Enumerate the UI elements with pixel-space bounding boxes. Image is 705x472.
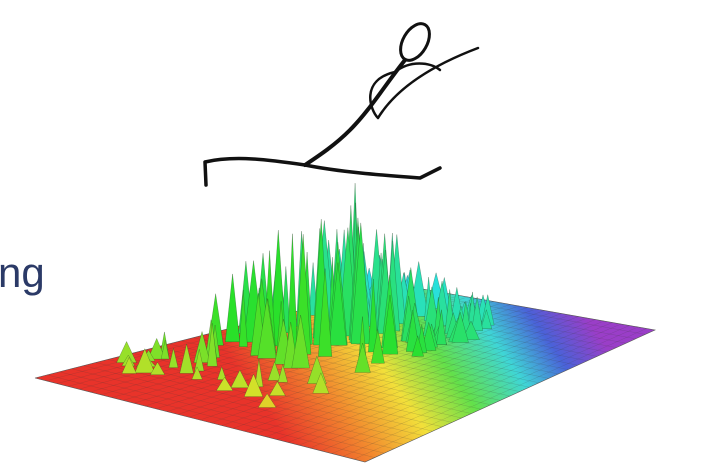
figure-body — [303, 58, 407, 167]
peak — [179, 343, 194, 374]
mesh-line — [59, 371, 385, 454]
peak — [471, 296, 484, 331]
peak — [215, 376, 234, 391]
peak — [238, 289, 248, 347]
figure-leg — [303, 163, 442, 180]
peak — [451, 311, 469, 343]
mesh-line — [298, 320, 605, 446]
peak — [191, 366, 203, 380]
peak — [194, 349, 205, 372]
peak — [254, 359, 264, 388]
mesh-line — [243, 313, 562, 432]
mesh-line — [71, 368, 395, 450]
peak — [480, 308, 493, 329]
peak — [354, 342, 371, 373]
peak — [462, 320, 480, 340]
stick-figure — [203, 22, 480, 187]
peak — [257, 298, 277, 359]
figure-arm — [369, 46, 480, 120]
peak — [257, 393, 277, 408]
peak — [243, 373, 264, 397]
mesh-line — [180, 340, 482, 410]
mesh-line — [320, 323, 622, 452]
mesh-line — [83, 365, 404, 445]
title-fragment: ng — [0, 249, 45, 296]
peak — [318, 268, 333, 357]
peak — [381, 294, 399, 355]
peak — [411, 334, 425, 357]
peak — [149, 361, 166, 375]
peak — [225, 273, 241, 343]
peak — [312, 372, 330, 394]
peak — [370, 329, 385, 364]
peak — [168, 348, 179, 368]
figure-leg — [203, 156, 307, 187]
figure-arm — [393, 62, 442, 74]
peak — [277, 363, 288, 383]
mesh-line — [287, 319, 596, 443]
peak — [308, 262, 318, 316]
mesh-line — [342, 326, 639, 457]
peak — [230, 369, 250, 389]
figure-head — [399, 22, 431, 62]
mesh-line — [47, 374, 375, 458]
peak — [268, 381, 286, 396]
peak — [121, 356, 137, 374]
peak — [216, 365, 227, 380]
mesh-line — [353, 328, 647, 460]
mesh-line — [331, 325, 630, 454]
mesh-line — [254, 314, 571, 435]
peak — [134, 348, 156, 374]
peak — [206, 323, 218, 367]
peak — [436, 309, 447, 345]
peak — [329, 262, 347, 346]
mesh-line — [232, 311, 554, 429]
mesh-line — [221, 310, 545, 426]
mesh-line — [265, 316, 579, 438]
peak — [291, 315, 310, 369]
peak — [368, 278, 379, 353]
peak — [147, 337, 166, 360]
mesh-line — [95, 362, 414, 441]
mesh-line — [276, 317, 588, 440]
surface-peaks — [116, 183, 495, 408]
peak — [267, 360, 282, 381]
peak — [160, 340, 170, 360]
mesh-line — [193, 337, 491, 406]
mesh-line — [309, 322, 613, 449]
